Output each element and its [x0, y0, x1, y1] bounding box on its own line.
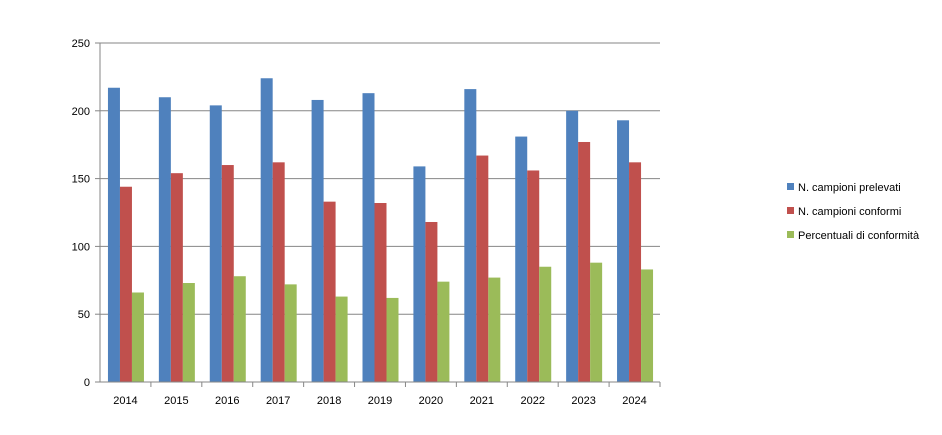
bar: [131, 292, 144, 382]
x-tick-label: 2019: [368, 395, 392, 407]
bar: [323, 201, 336, 382]
x-tick-label: 2017: [266, 395, 290, 407]
bar: [119, 186, 132, 382]
y-tick-labels: 0 50 100 150 200 250: [72, 38, 90, 389]
bar: [641, 269, 654, 382]
x-tick-label: 2022: [520, 395, 544, 407]
x-tick-label: 2016: [215, 395, 239, 407]
axes: [95, 42, 661, 387]
bar: [476, 155, 489, 382]
bar: [284, 284, 297, 382]
bar: [233, 276, 246, 382]
x-tick-label: 2014: [113, 395, 137, 407]
x-tick-label: 2015: [164, 395, 188, 407]
bar: [488, 277, 501, 382]
bar: [539, 266, 552, 382]
bar: [209, 105, 222, 382]
legend-swatch: [787, 207, 794, 214]
y-tick-label: 0: [84, 377, 90, 389]
bar: [413, 166, 426, 382]
x-tick-labels: 2014 2015 2016 2017 2018 2019 2020 2021 2022 2023…: [113, 395, 647, 407]
bar: [617, 120, 630, 383]
bar: [425, 221, 438, 382]
x-tick-label: 2024: [622, 395, 646, 407]
bar: [272, 162, 285, 382]
y-tick-label: 250: [72, 38, 90, 50]
bar: [182, 283, 195, 382]
bar: [437, 281, 450, 382]
legend-swatch: [787, 183, 794, 190]
y-tick-label: 50: [78, 309, 90, 321]
bars: [107, 78, 654, 383]
x-tick-label: 2018: [317, 395, 341, 407]
bar: [566, 110, 579, 383]
bar: [335, 296, 348, 382]
bar: [311, 99, 324, 383]
x-tick-label: 2023: [571, 395, 595, 407]
x-tick-label: 2020: [419, 395, 443, 407]
bar: [629, 162, 642, 382]
legend: N. campioni prelevati N. campioni conform…: [787, 182, 920, 242]
y-tick-label: 100: [72, 241, 90, 253]
bar: [386, 297, 399, 382]
y-tick-label: 150: [72, 174, 90, 186]
bar: [107, 87, 120, 383]
bar: [527, 170, 540, 382]
legend-label: Percentuali di conformità: [798, 230, 920, 242]
bar: [260, 78, 273, 383]
legend-label: N. campioni conformi: [798, 206, 901, 218]
bar: [464, 89, 477, 382]
bar: [515, 136, 528, 382]
x-tick-label: 2021: [470, 395, 494, 407]
legend-swatch: [787, 231, 794, 238]
bar: [590, 262, 603, 382]
legend-label: N. campioni prelevati: [798, 182, 901, 194]
bar: [158, 97, 171, 383]
bar: [221, 165, 234, 382]
y-tick-label: 200: [72, 106, 90, 118]
bar: [362, 93, 375, 382]
bar: [170, 173, 183, 382]
bar: [374, 203, 387, 382]
bar: [578, 141, 591, 382]
